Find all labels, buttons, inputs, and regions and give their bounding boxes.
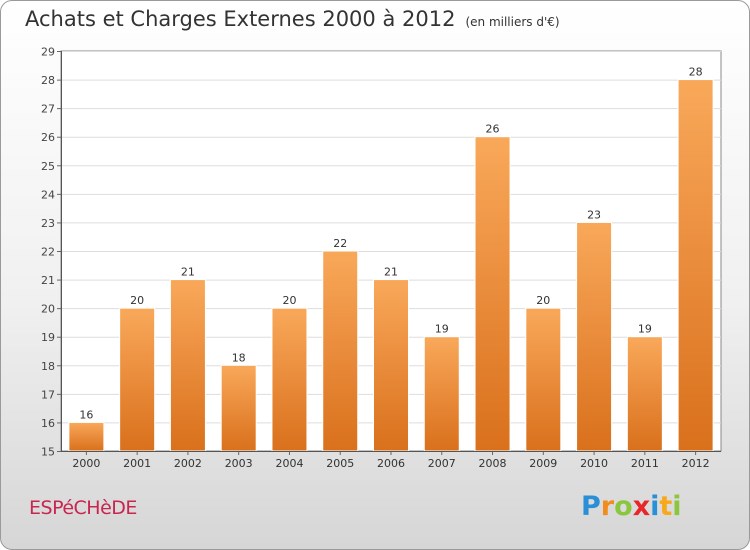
y-tick-label: 24 [41, 188, 55, 201]
logo-letter: x [632, 491, 651, 522]
x-tick-label: 2003 [225, 457, 253, 470]
y-tick-label: 25 [41, 160, 55, 173]
commune-name: ESPéCHèDE [29, 497, 137, 519]
x-tick-label: 2006 [377, 457, 405, 470]
y-tick-label: 23 [41, 217, 55, 230]
x-tick-label: 2010 [580, 457, 608, 470]
data-label: 22 [333, 237, 347, 250]
data-label: 21 [384, 266, 398, 279]
chart-title-text: Achats et Charges Externes 2000 à 2012 [25, 7, 456, 31]
y-tick-label: 29 [41, 46, 55, 59]
data-label: 19 [638, 323, 652, 336]
bar [677, 79, 714, 452]
logo-letter: t [659, 491, 673, 522]
x-tick-label: 2008 [479, 457, 507, 470]
y-tick-label: 19 [41, 331, 55, 344]
x-tick-label: 2002 [174, 457, 202, 470]
bar [423, 336, 460, 452]
x-tick-label: 2012 [682, 457, 710, 470]
logo-letter: r [600, 491, 615, 522]
chart-title: Achats et Charges Externes 2000 à 2012 (e… [25, 7, 560, 31]
x-tick-label: 2001 [123, 457, 151, 470]
x-tick-label: 2005 [326, 457, 354, 470]
data-label: 20 [536, 294, 550, 307]
y-tick-label: 18 [41, 360, 55, 373]
data-label: 20 [282, 294, 296, 307]
chart-subtitle: (en milliers d'€) [465, 15, 560, 29]
x-tick-label: 2007 [428, 457, 456, 470]
bar [373, 279, 409, 452]
data-label: 19 [435, 323, 449, 336]
data-label: 16 [79, 408, 93, 421]
bar [220, 364, 257, 452]
y-tick-label: 26 [41, 131, 55, 144]
x-tick-label: 2000 [72, 457, 100, 470]
bar [322, 250, 359, 452]
bar [119, 307, 156, 452]
bar [576, 221, 613, 452]
data-label: 21 [181, 266, 195, 279]
y-tick-label: 17 [41, 388, 55, 401]
data-label: 26 [486, 123, 500, 136]
x-tick-label: 2011 [631, 457, 659, 470]
bar [271, 307, 308, 452]
bar [169, 279, 206, 452]
y-tick-label: 22 [41, 246, 55, 259]
logo-letter: P [581, 491, 601, 522]
x-tick-label: 2009 [529, 457, 557, 470]
data-label: 20 [130, 294, 144, 307]
data-label: 28 [689, 66, 703, 79]
y-tick-label: 27 [41, 103, 55, 116]
logo-letter: i [650, 491, 660, 522]
data-label: 18 [232, 351, 246, 364]
y-tick-label: 16 [41, 417, 55, 430]
logo-letter: o [614, 491, 633, 522]
logo-letter: i [672, 491, 682, 522]
bar [474, 136, 511, 452]
y-tick-label: 28 [41, 74, 55, 87]
y-tick-label: 20 [41, 303, 55, 316]
bar [68, 421, 105, 452]
y-tick-label: 21 [41, 274, 55, 287]
bar [626, 336, 663, 452]
data-label: 23 [587, 208, 601, 221]
x-tick-label: 2004 [275, 457, 303, 470]
bar [525, 307, 562, 452]
proxiti-logo: Proxiti [581, 491, 682, 522]
y-tick-label: 15 [41, 446, 55, 459]
